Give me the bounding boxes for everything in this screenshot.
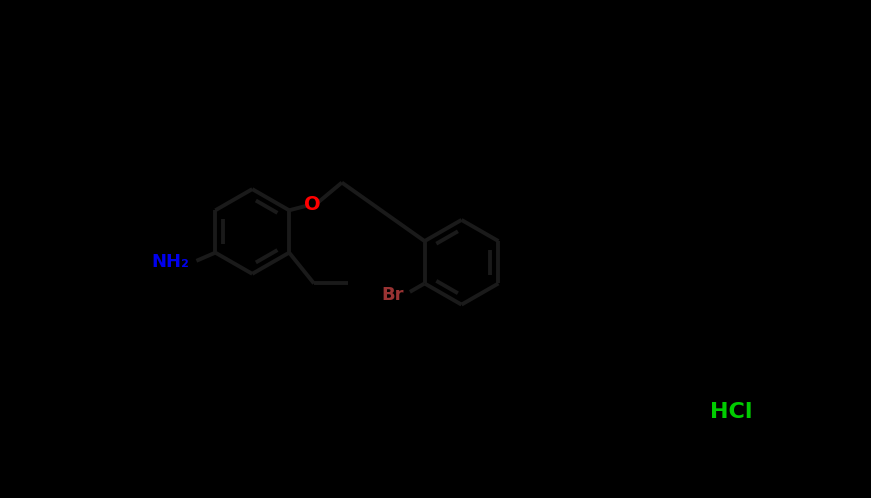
Text: Br: Br [381,286,403,304]
Text: HCl: HCl [710,402,753,422]
Text: O: O [304,195,321,214]
Text: NH₂: NH₂ [152,253,190,271]
